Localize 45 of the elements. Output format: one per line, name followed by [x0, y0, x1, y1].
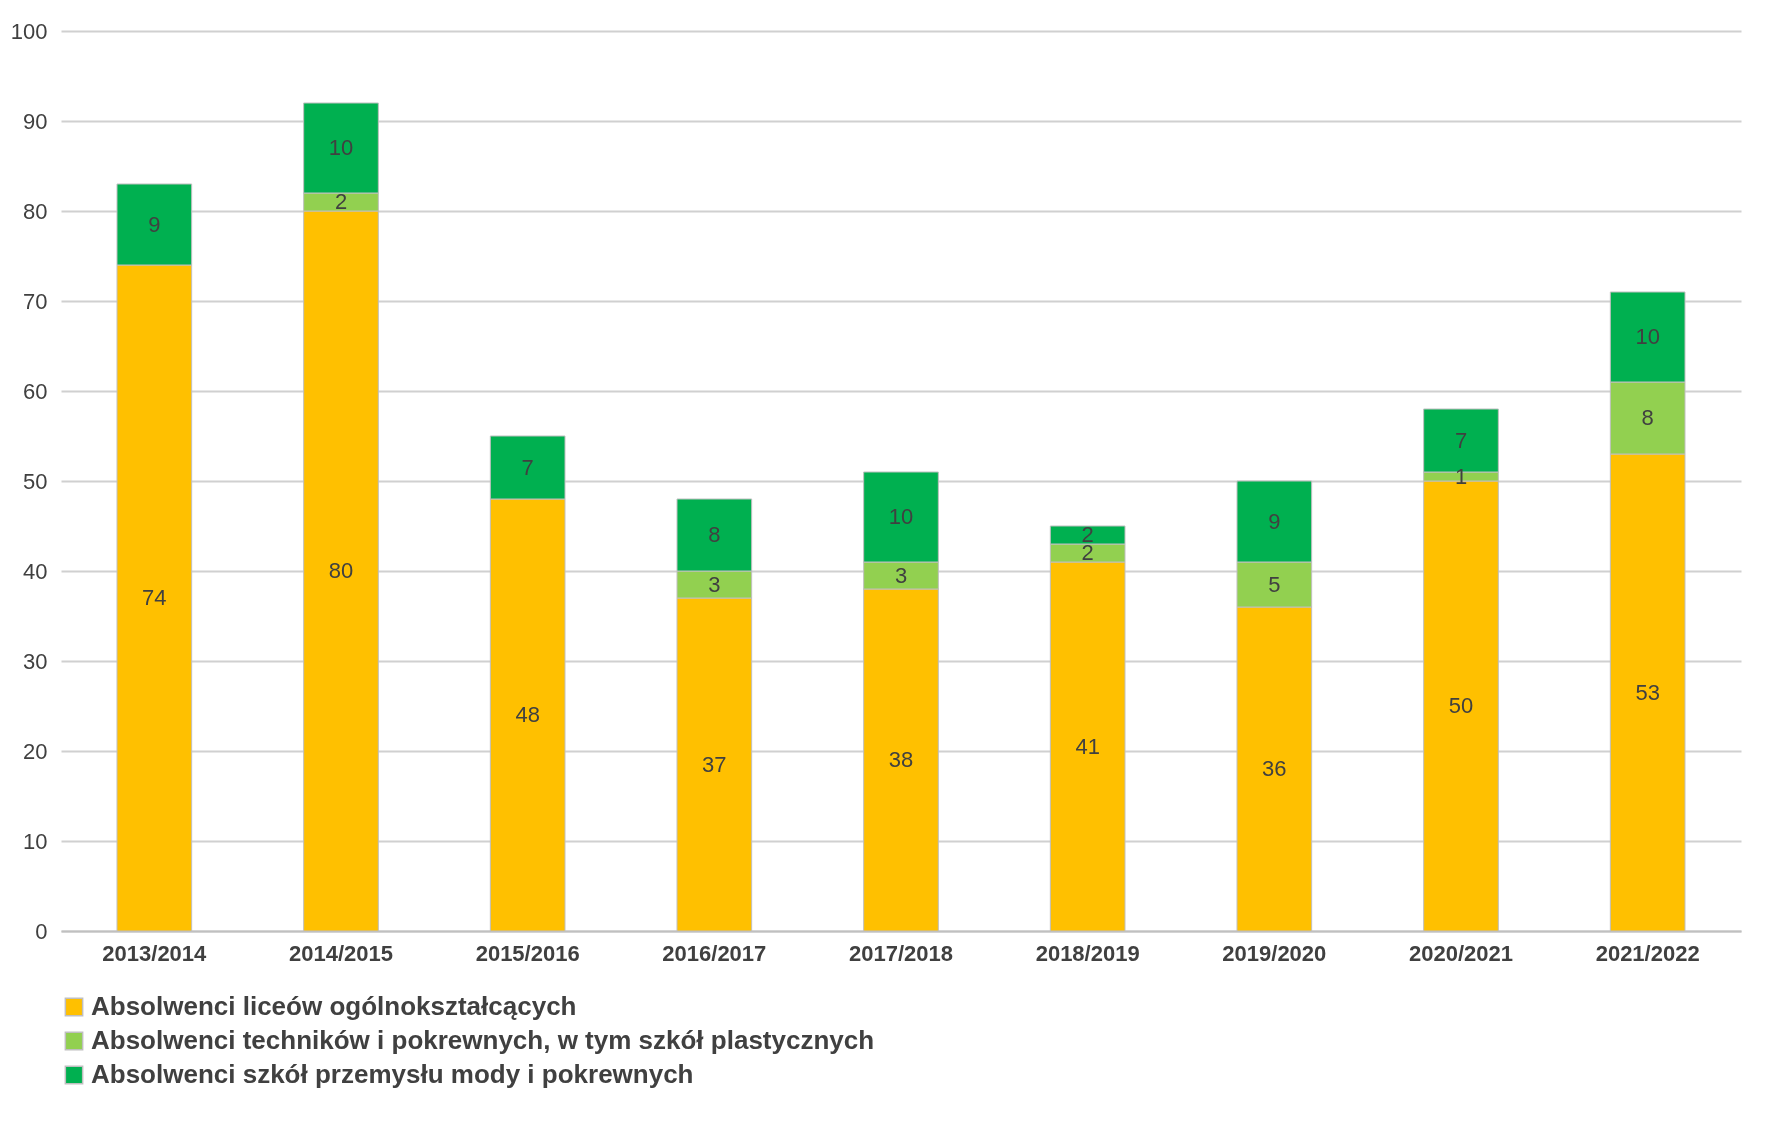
- y-tick-label: 70: [23, 288, 48, 314]
- y-tick-label: 90: [23, 108, 48, 134]
- data-label: 37: [702, 751, 727, 777]
- legend-label: Absolwenci liceów ogólnokształcących: [91, 991, 577, 1021]
- y-tick-label: 40: [23, 558, 48, 584]
- data-label: 9: [1268, 508, 1281, 534]
- data-label: 80: [328, 558, 354, 583]
- y-tick-label: 50: [23, 468, 48, 494]
- data-label: 50: [1448, 693, 1474, 718]
- data-label: 10: [328, 135, 354, 160]
- data-label: 7: [1454, 427, 1468, 453]
- legend-label: Absolwenci szkół przemysłu mody i pokrewnych: [91, 1059, 694, 1089]
- data-label: 8: [708, 522, 721, 547]
- data-label: 5: [1268, 571, 1281, 597]
- y-tick-label: 100: [10, 18, 48, 44]
- data-label: 2: [334, 189, 348, 214]
- y-tick-label: 0: [35, 918, 48, 944]
- y-tick-label: 30: [23, 648, 48, 674]
- x-tick-label: 2018/2019: [1035, 940, 1140, 966]
- data-label: 3: [894, 562, 908, 588]
- data-label: 9: [148, 211, 161, 237]
- x-tick-label: 2014/2015: [289, 940, 393, 966]
- data-label: 74: [142, 585, 167, 610]
- data-label: 8: [1641, 405, 1654, 430]
- data-label: 3: [708, 571, 721, 597]
- x-tick-label: 2013/2014: [102, 940, 208, 966]
- y-tick-label: 10: [23, 828, 48, 854]
- data-label: 7: [521, 454, 534, 480]
- x-tick-label: 2015/2016: [475, 940, 580, 966]
- data-label: 41: [1075, 733, 1100, 759]
- x-tick-label: 2021/2022: [1595, 940, 1700, 966]
- data-label: 38: [888, 747, 914, 772]
- x-tick-label: 2016/2017: [662, 940, 767, 966]
- y-tick-label: 60: [23, 378, 48, 404]
- data-label: 10: [888, 504, 914, 529]
- x-tick-label: 2019/2020: [1222, 940, 1327, 966]
- data-label: 48: [515, 702, 540, 727]
- data-label: 36: [1262, 756, 1287, 781]
- data-label: 10: [1635, 324, 1660, 349]
- y-tick-label: 20: [23, 738, 48, 764]
- data-label: 53: [1635, 679, 1660, 705]
- x-tick-label: 2017/2018: [849, 940, 953, 966]
- x-tick-label: 2020/2021: [1409, 940, 1513, 966]
- y-tick-label: 80: [23, 198, 48, 224]
- legend-label: Absolwenci techników i pokrewnych, w tym szkół plastycznych: [91, 1025, 875, 1055]
